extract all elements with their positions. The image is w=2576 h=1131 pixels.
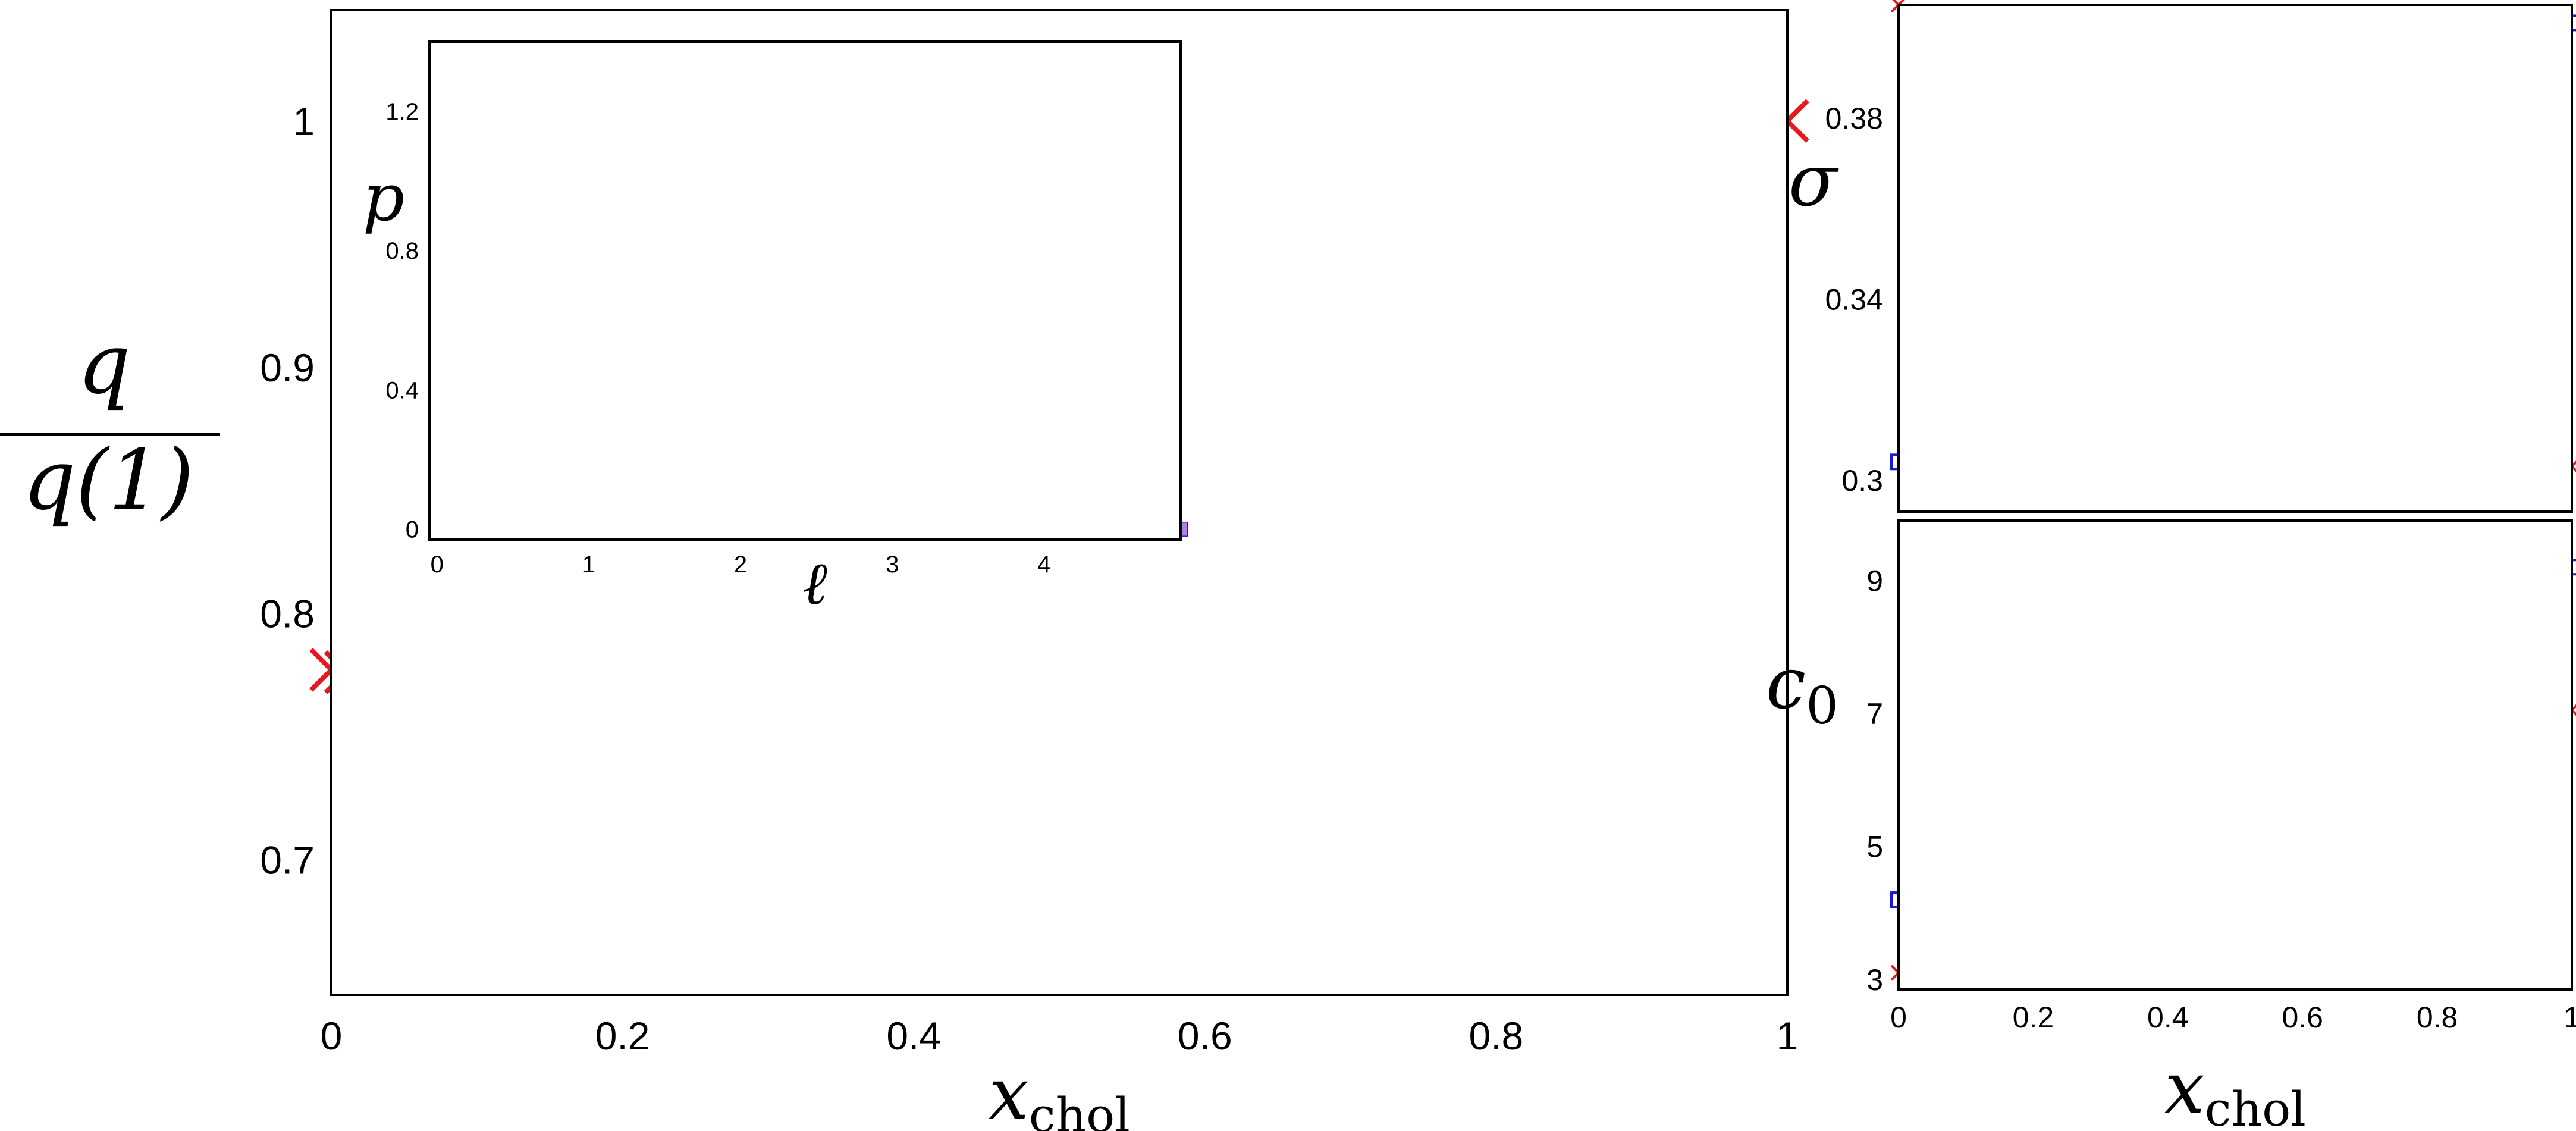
panel-a-ylabel-numerator: q — [77, 316, 131, 413]
panel-c-frame — [1897, 519, 2573, 991]
inset-xtick-label: 1 — [582, 552, 595, 578]
panel-a-ylabel-denominator: q(1) — [23, 432, 194, 529]
panel-c-xtick-label: 0 — [1890, 1001, 1907, 1034]
inset-ytick-label: 0.8 — [385, 238, 419, 264]
panel-a-ytick-label: 1 — [293, 99, 315, 143]
inset-xtick-label: 3 — [886, 552, 899, 578]
inset-xtick-label: 2 — [734, 552, 747, 578]
panel-a-xtick-label: 1 — [1777, 1014, 1799, 1058]
inset-xtick-label: 4 — [1037, 552, 1050, 578]
inset-frame — [428, 40, 1182, 541]
inset-xtick-label: 0 — [431, 552, 444, 578]
panel-a-xlabel: xchol — [989, 1053, 1130, 1131]
panel-c-ylabel: c0 — [1766, 643, 1838, 736]
panel-b-ylabel: σ — [1789, 140, 1839, 223]
inset-ylabel: p — [363, 159, 404, 236]
panel-a-ytick-label: 0.8 — [260, 592, 315, 636]
panel-b-ytick-label: 0.38 — [1825, 102, 1883, 135]
panel-a-xtick-label: 0.8 — [1469, 1014, 1524, 1058]
panel-a-xtick-label: 0.6 — [1178, 1014, 1232, 1058]
panel-c-ytick-label: 9 — [1866, 565, 1883, 598]
panel-a-ytick-label: 0.7 — [260, 838, 315, 882]
panel-b-ytick-label: 0.3 — [1841, 464, 1883, 497]
panel-c-xtick-label: 1 — [2564, 1001, 2576, 1034]
inset-ytick-label: 0.4 — [385, 377, 419, 403]
inset-xlabel: ℓ — [802, 549, 827, 618]
panel-a-xtick-label: 0.4 — [886, 1014, 941, 1058]
panel-b-ytick-label: 0.34 — [1825, 283, 1883, 316]
inset-ytick-label: 1.2 — [385, 99, 419, 125]
panel-c-xtick-label: 0.4 — [2147, 1001, 2189, 1034]
panel-c-xtick-label: 0.2 — [2013, 1001, 2054, 1034]
panel-a-xtick-label: 0 — [321, 1014, 343, 1058]
panel-b-frame — [1897, 4, 2573, 513]
panel-c-ytick-label: 7 — [1866, 697, 1883, 731]
panel-c-xtick-label: 0.8 — [2417, 1001, 2458, 1034]
panel-c-xlabel: xchol — [2164, 1047, 2306, 1131]
panel-c-ytick-label: 3 — [1866, 963, 1883, 997]
panel-a-xtick-label: 0.2 — [595, 1014, 650, 1058]
inset-ytick-label: 0 — [406, 516, 419, 543]
panel-a-ytick-label: 0.9 — [260, 346, 315, 390]
panel-c-xtick-label: 0.6 — [2282, 1001, 2323, 1034]
panel-c-ytick-label: 5 — [1866, 831, 1883, 864]
